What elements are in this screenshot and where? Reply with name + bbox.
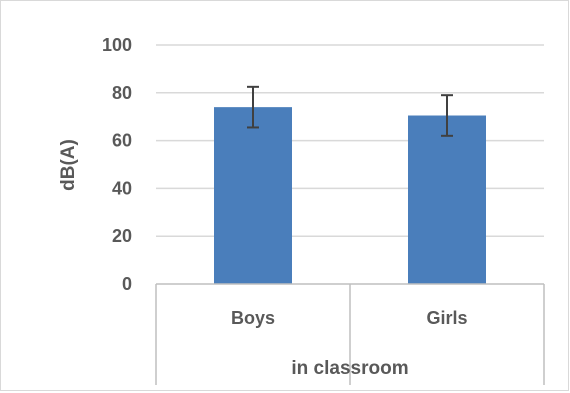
x-category-label: Boys xyxy=(231,308,275,328)
y-tick-labels: 0 20 40 60 80 100 xyxy=(102,35,132,294)
x-category-labels: Boys Girls xyxy=(231,308,468,328)
x-category-label: Girls xyxy=(426,308,467,328)
x-axis xyxy=(155,283,545,385)
bar-girls xyxy=(408,115,486,284)
bars xyxy=(214,107,486,284)
y-tick-label: 40 xyxy=(112,178,132,198)
y-axis-title: dB(A) xyxy=(58,139,79,191)
y-tick-label: 0 xyxy=(122,274,132,294)
error-bars xyxy=(247,85,453,137)
x-axis-title: in classroom xyxy=(291,358,408,379)
y-tick-label: 100 xyxy=(102,35,132,55)
y-tick-label: 80 xyxy=(112,83,132,103)
bar-boys xyxy=(214,107,292,284)
y-tick-label: 60 xyxy=(112,131,132,151)
y-tick-label: 20 xyxy=(112,226,132,246)
